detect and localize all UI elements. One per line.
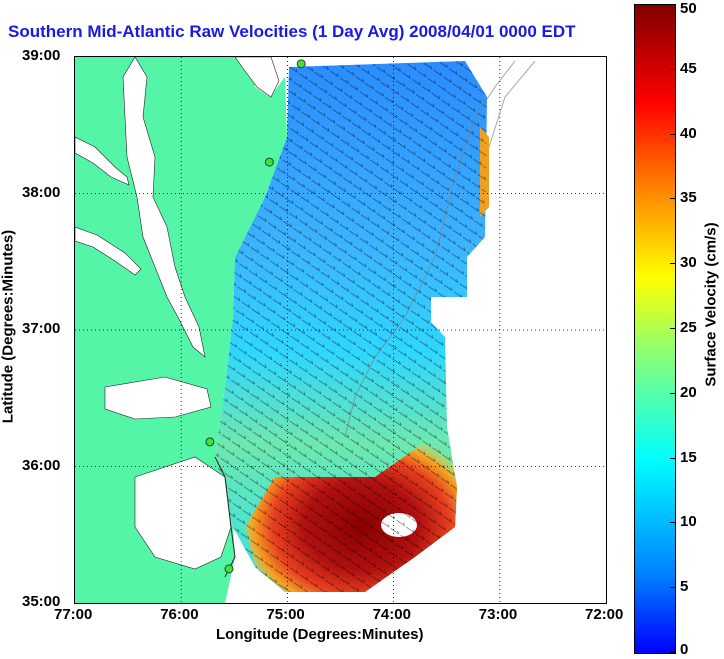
colorbar-tick-label: 5	[680, 578, 689, 596]
x-tick-label: 72:00	[585, 606, 624, 623]
colorbar-tick-mark	[670, 133, 675, 135]
grid-lines	[75, 57, 606, 603]
x-axis-label: Longitude (Degrees:Minutes)	[216, 626, 424, 643]
tributary-river-2	[75, 226, 142, 276]
station-marker	[205, 437, 215, 447]
colorbar-tick-label: 0	[680, 641, 689, 658]
bathymetry-contour-2	[488, 60, 536, 148]
x-tick-label: 77:00	[54, 606, 93, 623]
velocity-map	[75, 57, 606, 603]
colorbar-tick-mark	[670, 198, 675, 200]
colorbar-tick-label: 25	[680, 319, 697, 336]
colorbar-tick-label: 45	[680, 59, 697, 77]
colorbar-tick-mark	[670, 587, 675, 589]
x-tick-label: 74:00	[372, 606, 411, 623]
colorbar-tick-mark	[670, 652, 675, 653]
y-tick-label: 35:00	[22, 593, 61, 610]
colorbar-tick-label: 50	[680, 0, 697, 17]
tributary-river	[75, 136, 130, 186]
colorbar-tick-label: 40	[680, 124, 697, 142]
station-marker	[296, 59, 306, 69]
hf-radar-stations	[205, 59, 306, 574]
barrier-island	[214, 456, 236, 578]
x-tick-label: 75:00	[266, 606, 305, 623]
y-tick-label: 36:00	[22, 456, 61, 474]
colorbar-tick-mark	[670, 392, 675, 394]
colorbar-label: Surface Velocity (cm/s)	[702, 222, 720, 387]
station-marker	[224, 564, 234, 574]
colorbar-tick-label: 10	[680, 513, 697, 531]
colorbar	[634, 4, 676, 654]
delaware-bay	[234, 57, 280, 98]
colorbar-tick-mark	[670, 68, 675, 70]
colorbar-tick-label: 20	[680, 383, 697, 401]
y-tick-label: 39:00	[22, 47, 61, 64]
y-tick-label: 38:00	[22, 183, 61, 201]
y-tick-label: 37:00	[22, 320, 61, 337]
colorbar-tick-mark	[670, 522, 675, 524]
albemarle-sound	[104, 376, 212, 420]
map-plot-area	[74, 56, 607, 604]
colorbar-tick-mark	[670, 263, 675, 265]
chesapeake-bay	[122, 57, 206, 358]
colorbar-tick-label: 15	[680, 448, 697, 466]
bathymetry-contour	[344, 60, 516, 438]
pamlico-sound	[134, 456, 232, 570]
station-marker	[264, 157, 274, 167]
colorbar-tick-label: 30	[680, 254, 697, 272]
y-axis-label: Latitude (Degrees:Minutes)	[0, 229, 17, 424]
colorbar-tick-label: 35	[680, 189, 697, 207]
colorbar-tick-mark	[670, 4, 675, 5]
colorbar-tick-mark	[670, 328, 675, 329]
x-tick-label: 76:00	[160, 606, 199, 623]
colorbar-tick-mark	[670, 457, 675, 459]
x-tick-label: 73:00	[478, 606, 518, 623]
map-title: Southern Mid-Atlantic Raw Velocities (1 …	[8, 22, 576, 41]
